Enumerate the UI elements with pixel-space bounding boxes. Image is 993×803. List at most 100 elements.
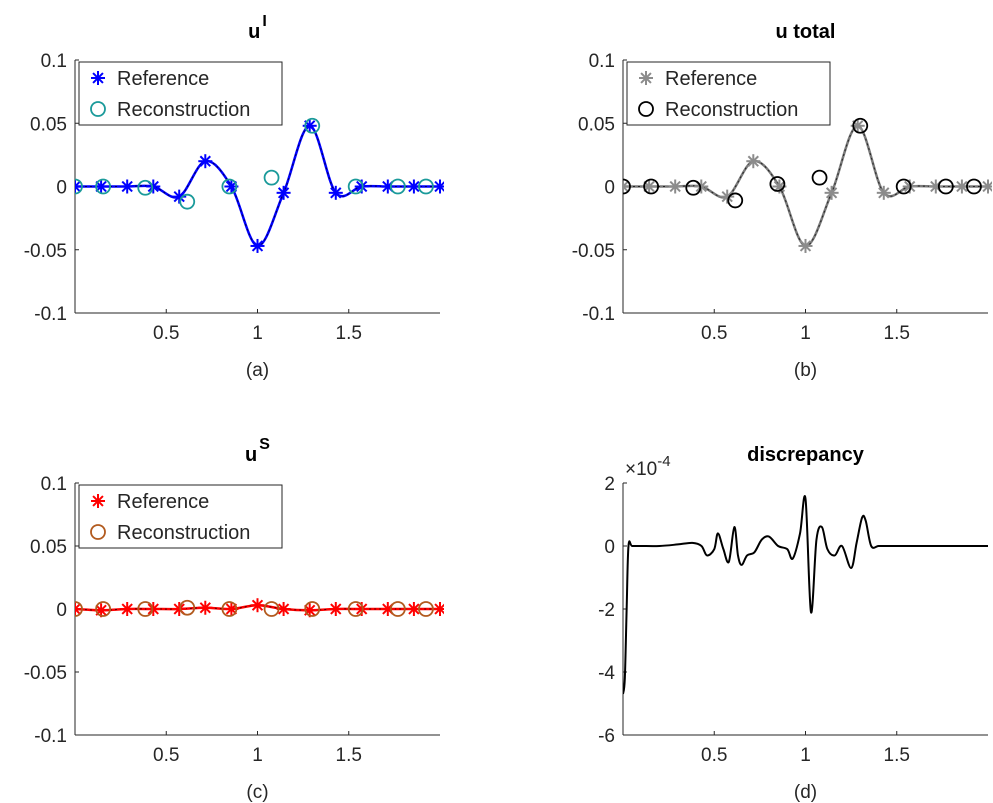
data-point — [250, 238, 265, 253]
legend-marker — [639, 71, 653, 85]
x-tick-label: 1.5 — [336, 323, 362, 344]
data-point — [798, 238, 813, 253]
data-point — [304, 117, 321, 134]
data-point — [179, 599, 196, 616]
data-point — [746, 154, 761, 169]
legend: Reference Reconstruction — [626, 61, 831, 126]
data-point — [75, 601, 83, 617]
legend-box — [78, 61, 283, 126]
y-tick-label: 2 — [604, 474, 615, 495]
legend-marker — [90, 101, 106, 117]
panel-label: (d) — [794, 782, 817, 803]
plot-area — [623, 117, 992, 253]
y-tick-label: 0.1 — [589, 51, 615, 72]
y-tick-label: 0.1 — [41, 474, 67, 495]
x-tick-label: 1 — [252, 323, 263, 344]
y-tick-label: -2 — [598, 600, 615, 621]
data-point — [406, 179, 421, 194]
data-point — [895, 178, 912, 195]
legend-box — [78, 484, 283, 549]
data-point — [120, 179, 135, 194]
data-point — [179, 193, 196, 210]
y-tick-label: 0.05 — [578, 114, 615, 135]
chart-title: u total — [776, 21, 836, 43]
series-line — [623, 495, 988, 695]
y-tick-label: 0 — [604, 178, 615, 199]
y-tick-label: 0 — [56, 178, 67, 199]
x-tick-label: 1.5 — [884, 323, 910, 344]
data-point — [75, 178, 83, 195]
legend-entry: Reference — [117, 491, 209, 513]
x-tick-label: 1.5 — [336, 745, 362, 766]
y-tick-label: 0 — [604, 537, 615, 558]
data-point — [347, 178, 364, 195]
exponent-label: ×10-4 — [625, 453, 671, 480]
data-point — [263, 601, 280, 617]
data-point — [95, 601, 112, 617]
y-tick-label: -4 — [598, 663, 615, 684]
exponent-base: ×10 — [625, 459, 657, 480]
panel-label: (b) — [794, 360, 817, 381]
data-point — [418, 178, 434, 195]
data-point — [720, 189, 735, 204]
legend-marker — [638, 101, 654, 117]
data-point — [876, 185, 891, 200]
chart-title-base: u total — [776, 21, 836, 43]
data-point — [276, 185, 291, 200]
data-point — [433, 179, 444, 194]
x-tick-label: 0.5 — [701, 745, 727, 766]
y-tick-label: -0.1 — [34, 726, 67, 747]
data-point — [389, 601, 406, 617]
data-point — [221, 178, 238, 195]
data-point — [198, 154, 213, 169]
y-tick-label: -0.1 — [34, 304, 67, 325]
chart-title-base: u — [245, 444, 257, 466]
data-point — [328, 602, 343, 616]
data-point — [304, 601, 321, 617]
data-point — [75, 179, 82, 194]
y-tick-label: 0.05 — [30, 537, 67, 558]
data-point — [120, 602, 135, 616]
series-line-dotted — [75, 604, 440, 611]
panel-label: (a) — [246, 360, 269, 381]
y-tick-label: 0 — [56, 600, 67, 621]
data-point — [263, 169, 280, 186]
data-point — [198, 600, 213, 615]
chart-title-superscript: I — [262, 13, 266, 30]
data-point — [75, 602, 82, 616]
data-point — [643, 178, 660, 195]
y-tick-label: -0.1 — [582, 304, 615, 325]
y-tick-label: -0.05 — [24, 663, 67, 684]
data-point — [250, 598, 265, 613]
y-tick-label: 0.05 — [30, 114, 67, 135]
data-point — [685, 179, 702, 196]
legend: Reference Reconstruction — [78, 484, 283, 549]
y-tick-label: -0.05 — [24, 241, 67, 262]
data-point — [966, 178, 982, 195]
chart-title-superscript: S — [259, 436, 270, 453]
x-tick-label: 1 — [800, 323, 811, 344]
data-point — [769, 176, 786, 192]
data-point — [981, 179, 992, 194]
data-point — [433, 602, 444, 616]
data-point — [146, 602, 161, 616]
x-tick-label: 0.5 — [153, 745, 179, 766]
data-point — [668, 179, 683, 194]
chart-title: discrepancy — [747, 444, 865, 466]
legend-entry: Reconstruction — [117, 99, 250, 121]
data-point — [852, 117, 869, 134]
plot-area — [75, 598, 444, 618]
plot-area — [623, 495, 988, 695]
data-point — [623, 178, 631, 195]
legend-marker — [91, 494, 105, 508]
data-point — [389, 178, 406, 195]
data-point — [418, 601, 434, 617]
panel-label: (c) — [246, 782, 268, 803]
chart-title-base: u — [248, 21, 260, 43]
data-point — [137, 601, 154, 617]
data-point — [824, 185, 839, 200]
